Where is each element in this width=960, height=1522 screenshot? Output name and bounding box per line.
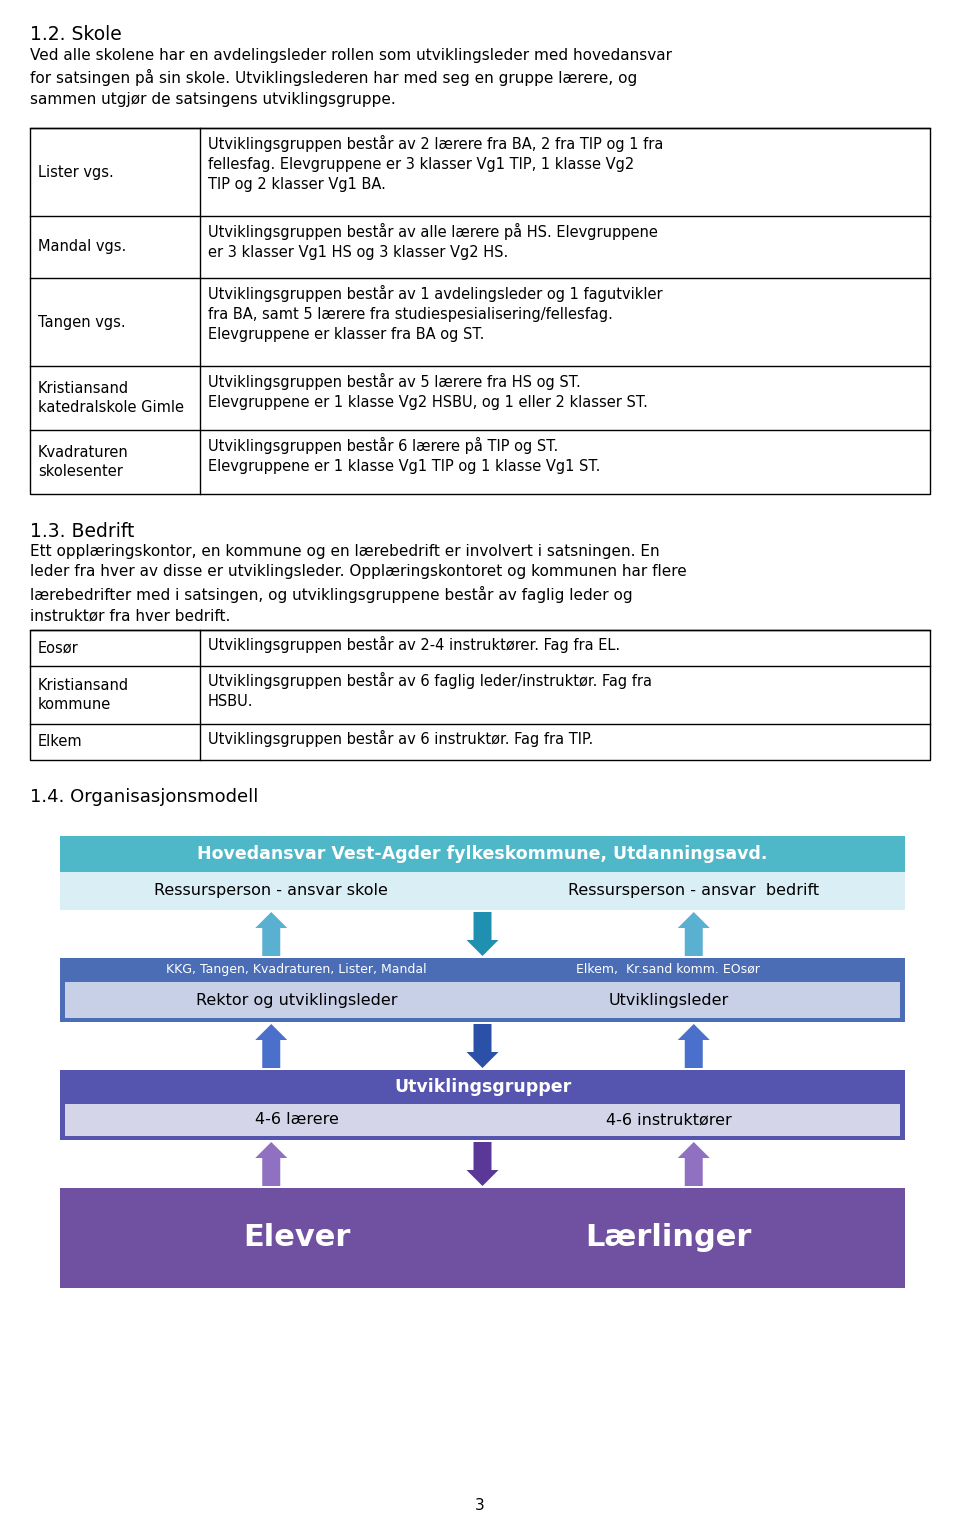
- FancyArrow shape: [678, 912, 709, 956]
- Text: Utviklingsgrupper: Utviklingsgrupper: [394, 1078, 571, 1096]
- Text: 4-6 lærere: 4-6 lærere: [254, 1113, 339, 1128]
- Text: 3: 3: [475, 1498, 485, 1513]
- Text: Utviklingsgruppen består av alle lærere på HS. Elevgruppene
er 3 klasser Vg1 HS : Utviklingsgruppen består av alle lærere …: [208, 224, 658, 260]
- Text: Hovedansvar Vest-Agder fylkeskommune, Utdanningsavd.: Hovedansvar Vest-Agder fylkeskommune, Ut…: [198, 845, 768, 863]
- FancyArrow shape: [255, 1024, 287, 1068]
- Bar: [60, 957, 905, 1021]
- Bar: [30, 128, 930, 495]
- FancyArrow shape: [467, 912, 498, 956]
- Text: 4-6 instruktører: 4-6 instruktører: [606, 1113, 732, 1128]
- Text: Eosør: Eosør: [38, 641, 79, 656]
- Text: Utviklingsgruppen består av 2-4 instruktører. Fag fra EL.: Utviklingsgruppen består av 2-4 instrukt…: [208, 636, 620, 653]
- FancyArrow shape: [678, 1142, 709, 1186]
- Text: Utviklingsleder: Utviklingsleder: [609, 992, 729, 1008]
- Bar: [60, 836, 905, 872]
- Bar: [60, 872, 905, 910]
- Text: Elever: Elever: [243, 1224, 350, 1253]
- Text: Ett opplæringskontor, en kommune og en lærebedrift er involvert i satsningen. En: Ett opplæringskontor, en kommune og en l…: [30, 543, 686, 622]
- Text: 1.4. Organisasjonsmodell: 1.4. Organisasjonsmodell: [30, 788, 258, 807]
- Bar: [60, 1189, 905, 1288]
- Text: Ved alle skolene har en avdelingsleder rollen som utviklingsleder med hovedansva: Ved alle skolene har en avdelingsleder r…: [30, 49, 672, 107]
- Text: Rektor og utviklingsleder: Rektor og utviklingsleder: [196, 992, 397, 1008]
- Text: Elkem: Elkem: [38, 735, 83, 749]
- FancyArrow shape: [255, 1142, 287, 1186]
- Text: Utviklingsgruppen består av 6 instruktør. Fag fra TIP.: Utviklingsgruppen består av 6 instruktør…: [208, 731, 593, 747]
- Bar: [30, 630, 930, 759]
- Text: Lister vgs.: Lister vgs.: [38, 164, 113, 180]
- Text: Tangen vgs.: Tangen vgs.: [38, 315, 126, 329]
- Text: Kristiansand
katedralskole Gimle: Kristiansand katedralskole Gimle: [38, 380, 184, 416]
- Text: Kristiansand
kommune: Kristiansand kommune: [38, 677, 130, 712]
- Bar: [65, 1103, 900, 1135]
- Text: Elkem,  Kr.sand komm. EOsør: Elkem, Kr.sand komm. EOsør: [576, 963, 760, 977]
- Bar: [60, 1070, 905, 1140]
- Text: Utviklingsgruppen består av 2 lærere fra BA, 2 fra TIP og 1 fra
fellesfag. Elevg: Utviklingsgruppen består av 2 lærere fra…: [208, 135, 663, 192]
- FancyArrow shape: [467, 1024, 498, 1068]
- Text: Utviklingsgruppen består av 6 faglig leder/instruktør. Fag fra
HSBU.: Utviklingsgruppen består av 6 faglig led…: [208, 673, 652, 709]
- FancyArrow shape: [467, 1142, 498, 1186]
- Text: Utviklingsgruppen består av 1 avdelingsleder og 1 fagutvikler
fra BA, samt 5 lær: Utviklingsgruppen består av 1 avdelingsl…: [208, 285, 662, 341]
- Text: 1.2. Skole: 1.2. Skole: [30, 24, 122, 44]
- Text: Ressursperson - ansvar skole: Ressursperson - ansvar skole: [155, 883, 388, 898]
- Text: Lærlinger: Lærlinger: [586, 1224, 752, 1253]
- FancyArrow shape: [255, 912, 287, 956]
- Text: Ressursperson - ansvar  bedrift: Ressursperson - ansvar bedrift: [568, 883, 819, 898]
- FancyArrow shape: [678, 1024, 709, 1068]
- Text: Mandal vgs.: Mandal vgs.: [38, 239, 127, 254]
- Text: Utviklingsgruppen består 6 lærere på TIP og ST.
Elevgruppene er 1 klasse Vg1 TIP: Utviklingsgruppen består 6 lærere på TIP…: [208, 437, 600, 473]
- Text: Utviklingsgruppen består av 5 lærere fra HS og ST.
Elevgruppene er 1 klasse Vg2 : Utviklingsgruppen består av 5 lærere fra…: [208, 373, 648, 409]
- Bar: [65, 982, 900, 1018]
- Text: Kvadraturen
skolesenter: Kvadraturen skolesenter: [38, 444, 129, 479]
- Text: KKG, Tangen, Kvadraturen, Lister, Mandal: KKG, Tangen, Kvadraturen, Lister, Mandal: [166, 963, 427, 977]
- Text: 1.3. Bedrift: 1.3. Bedrift: [30, 522, 134, 540]
